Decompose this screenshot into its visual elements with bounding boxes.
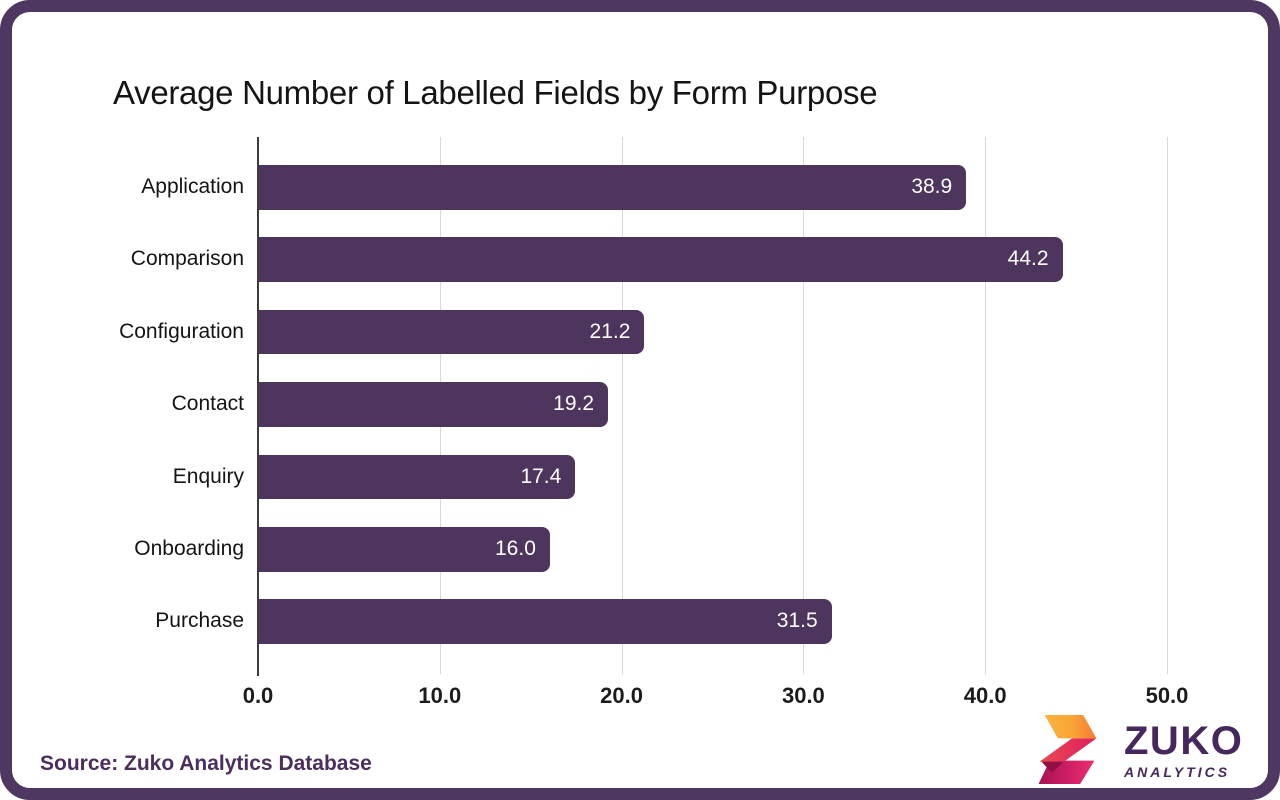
bar: 17.4 — [259, 454, 576, 500]
y-axis-line — [257, 137, 259, 676]
category-label: Comparison — [130, 247, 244, 271]
category-label: Contact — [171, 392, 244, 416]
category-label: Onboarding — [134, 537, 244, 560]
x-axis-tick-label: 50.0 — [1145, 683, 1189, 708]
gridline — [1167, 137, 1168, 674]
x-axis-tick-label: 20.0 — [600, 683, 643, 708]
value-label: 17.4 — [520, 464, 562, 488]
zuko-logo: ZUKO ANALYTICS — [1038, 714, 1243, 785]
gridline — [803, 137, 805, 674]
x-axis-tick-label: 10.0 — [418, 683, 462, 708]
logo-tagline: ANALYTICS — [1124, 763, 1231, 780]
gridline — [985, 137, 987, 674]
value-label: 19.2 — [553, 392, 595, 416]
bar: 31.5 — [259, 599, 832, 644]
x-axis-tick-label: 40.0 — [963, 683, 1007, 708]
value-label: 44.2 — [1007, 247, 1049, 271]
value-label: 21.2 — [589, 319, 631, 343]
value-label: 16.0 — [495, 537, 536, 560]
bar-chart-plot-area: 0.0 10.0 20.0 30.0 40.0 50.0 Application 38.9 Co… — [119, 137, 1188, 708]
gridline — [621, 137, 623, 674]
bar: 38.9 — [259, 165, 967, 210]
bar: 19.2 — [259, 382, 609, 427]
bar: 44.2 — [259, 237, 1063, 282]
x-axis-tick-label: 30.0 — [781, 683, 825, 708]
source-caption: Source: Zuko Analytics Database — [40, 752, 372, 775]
category-label: Enquiry — [172, 464, 244, 488]
value-label: 31.5 — [776, 609, 818, 633]
x-axis-tick-label: 0.0 — [242, 683, 274, 708]
zuko-logo-mark-icon — [1038, 715, 1097, 784]
chart-title: Average Number of Labelled Fields by For… — [113, 74, 878, 111]
category-label: Purchase — [155, 609, 244, 633]
category-label: Configuration — [119, 319, 244, 343]
value-label: 38.9 — [911, 175, 953, 198]
bar: 21.2 — [259, 309, 645, 355]
logo-brand: ZUKO — [1124, 718, 1244, 763]
bar: 16.0 — [259, 527, 550, 572]
category-label: Application — [141, 175, 244, 198]
zuko-logo-text: ZUKO ANALYTICS — [1124, 721, 1243, 779]
